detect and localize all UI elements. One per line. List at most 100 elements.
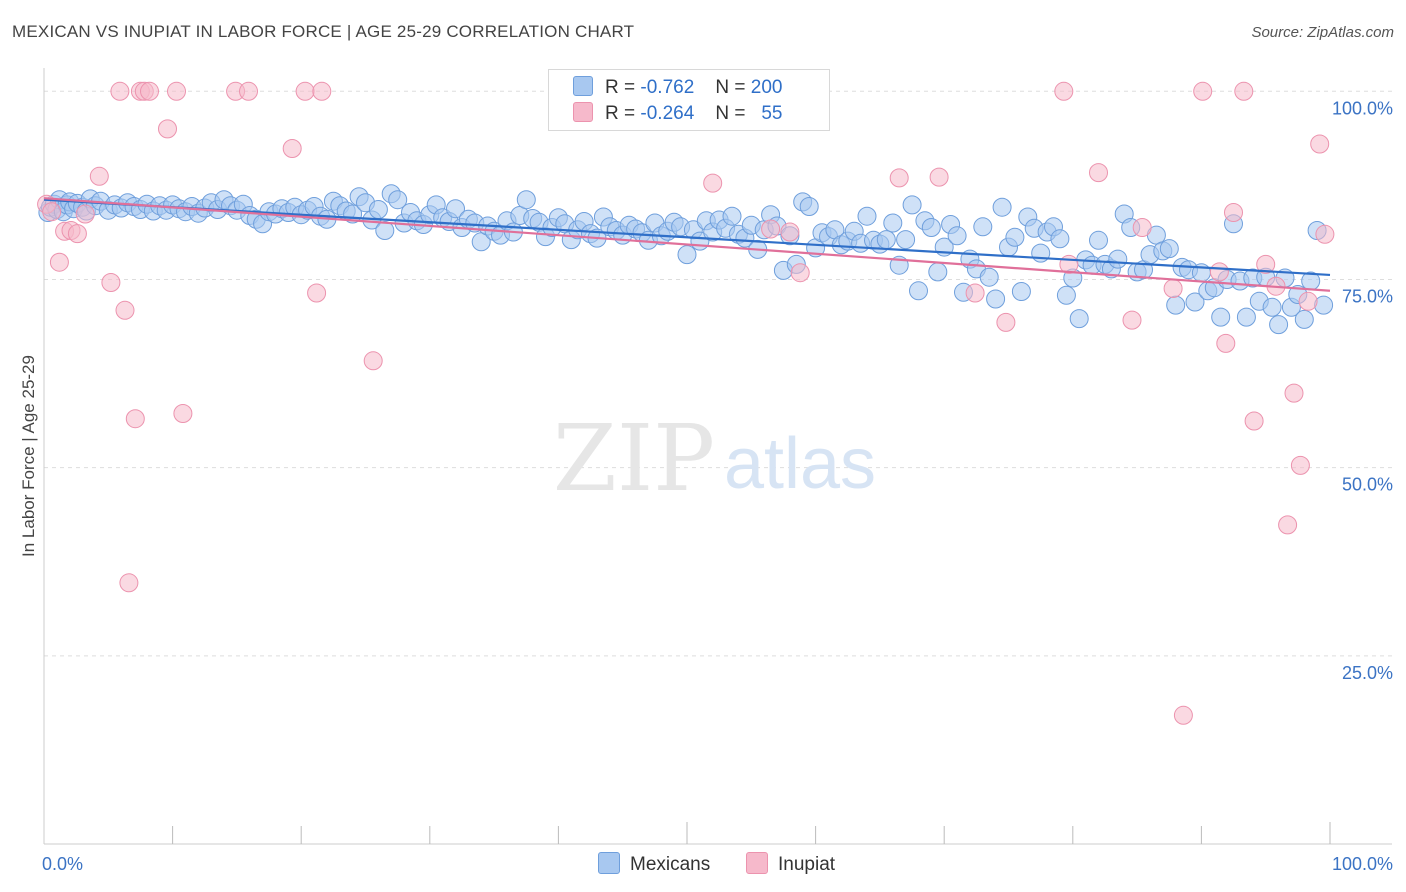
- inupiat-point: [125, 409, 145, 429]
- source-label: Source: ZipAtlas.com: [1251, 24, 1394, 41]
- mexicans-point: [1050, 229, 1070, 249]
- legend-n-label: N =: [715, 77, 746, 98]
- inupiat-point: [140, 81, 159, 101]
- mexicans-point: [722, 206, 742, 226]
- legend-r-value-mexicans: -0.762: [640, 77, 695, 98]
- legend-swatch-mexicans: [573, 76, 593, 96]
- x-tick-label-0: 0.0%: [42, 854, 83, 874]
- inupiat-point: [89, 166, 109, 186]
- bottom-legend-mexicans: Mexicans: [598, 852, 710, 876]
- mexicans-point: [896, 230, 916, 250]
- mexicans-point: [1269, 315, 1289, 335]
- bottom-legend-swatch-inupiat: [746, 852, 768, 874]
- inupiat-point: [173, 404, 193, 423]
- watermark: ZIP atlas: [553, 405, 876, 512]
- mexicans-point: [883, 213, 903, 233]
- inupiat-point: [1224, 203, 1243, 222]
- axes: [43, 68, 1392, 845]
- mexicans-point: [902, 195, 922, 215]
- legend-r-value-inupiat: -0.264: [640, 103, 695, 124]
- inupiat-point: [780, 222, 800, 242]
- mexicans-point: [1011, 282, 1031, 301]
- inupiat-point: [167, 81, 186, 101]
- legend-swatch-inupiat: [573, 102, 593, 122]
- inupiat-point: [1193, 81, 1213, 101]
- mexicans-point: [1236, 307, 1256, 327]
- inupiat-point: [1209, 262, 1229, 282]
- inupiat-point: [1216, 333, 1236, 353]
- inupiat-point: [1315, 224, 1335, 244]
- inupiat-point: [1054, 81, 1074, 101]
- inupiat-point: [49, 252, 69, 272]
- y-tick-label-100: 100.0%: [1332, 98, 1393, 118]
- inupiat-point: [363, 351, 383, 371]
- mexicans-point: [973, 217, 993, 237]
- trend-lines: [43, 197, 1331, 292]
- mexicans-point: [368, 200, 388, 219]
- mexicans-point: [979, 267, 999, 287]
- y-tick-label-75: 75.0%: [1342, 286, 1393, 306]
- mexicans-point: [992, 197, 1012, 217]
- inupiat-point: [1089, 163, 1108, 183]
- inupiat-point: [965, 283, 985, 303]
- mexicans-point: [947, 226, 967, 246]
- tick-labels: 100.0% 75.0% 50.0% 25.0% 0.0% 100.0%: [42, 98, 1393, 874]
- inupiat-point: [1163, 279, 1183, 298]
- stats-legend: R = -0.762 N = 200 R = -0.264 N = 55: [548, 69, 830, 131]
- mexicans-point: [909, 281, 928, 301]
- inupiat-point: [1256, 254, 1276, 274]
- inupiat-point: [790, 263, 810, 283]
- inupiat-point: [295, 81, 315, 101]
- mexicans-point: [1166, 295, 1186, 315]
- mexicans-point: [986, 289, 1006, 309]
- y-tick-label-50: 50.0%: [1342, 475, 1393, 495]
- watermark-zip: ZIP: [553, 405, 715, 512]
- mexicans-point: [1159, 239, 1179, 259]
- mexicans-point: [1089, 230, 1108, 250]
- mexicans-point: [857, 206, 877, 226]
- mexicans-point: [799, 197, 819, 216]
- inupiat-trend-line: [43, 197, 1331, 292]
- mexicans-point: [446, 199, 465, 219]
- bottom-legend-inupiat: Inupiat: [746, 852, 835, 876]
- legend-r-label: R =: [605, 77, 636, 98]
- legend-n-value-inupiat: 55: [761, 103, 783, 124]
- mexicans-point: [388, 190, 408, 210]
- mexicans-point: [375, 221, 395, 240]
- mexicans-point: [1185, 292, 1205, 312]
- inupiat-point: [101, 273, 121, 292]
- legend-row-inupiat: R = -0.264 N = 55: [573, 102, 782, 126]
- chart-title: MEXICAN VS INUPIAT IN LABOR FORCE | AGE …: [12, 22, 635, 41]
- legend-n-value-mexicans: 200: [750, 77, 783, 98]
- inupiat-point: [761, 219, 781, 239]
- watermark-atlas: atlas: [724, 424, 876, 504]
- inupiat-point: [110, 81, 130, 101]
- y-axis-label: In Labor Force | Age 25-29: [19, 355, 38, 557]
- mexicans-point: [921, 218, 941, 237]
- mexicans-point: [928, 262, 948, 282]
- mexicans-point: [1262, 297, 1282, 317]
- mexicans-point: [1294, 309, 1314, 329]
- inupiat-point: [119, 573, 139, 593]
- inupiat-point: [1298, 291, 1318, 311]
- inupiat-point: [239, 81, 258, 101]
- legend-n-label: N =: [715, 103, 746, 124]
- bottom-legend-swatch-mexicans: [598, 852, 620, 874]
- inupiat-point: [996, 312, 1016, 332]
- inupiat-point: [42, 202, 62, 222]
- scatter-points: [37, 81, 1335, 725]
- inupiat-point: [1173, 705, 1193, 725]
- legend-row-mexicans: R = -0.762 N = 200: [573, 76, 782, 100]
- inupiat-point: [75, 204, 95, 224]
- inupiat-point: [889, 168, 909, 188]
- mexicans-trend-line: [43, 198, 1331, 277]
- inupiat-point: [307, 283, 327, 303]
- inupiat-point: [1234, 81, 1254, 101]
- inupiat-point: [703, 173, 723, 193]
- inupiat-point: [929, 167, 949, 187]
- inupiat-point: [282, 139, 302, 158]
- inupiat-point: [1284, 383, 1304, 403]
- inupiat-point: [115, 300, 135, 320]
- x-axis-ticks: [172, 822, 1331, 844]
